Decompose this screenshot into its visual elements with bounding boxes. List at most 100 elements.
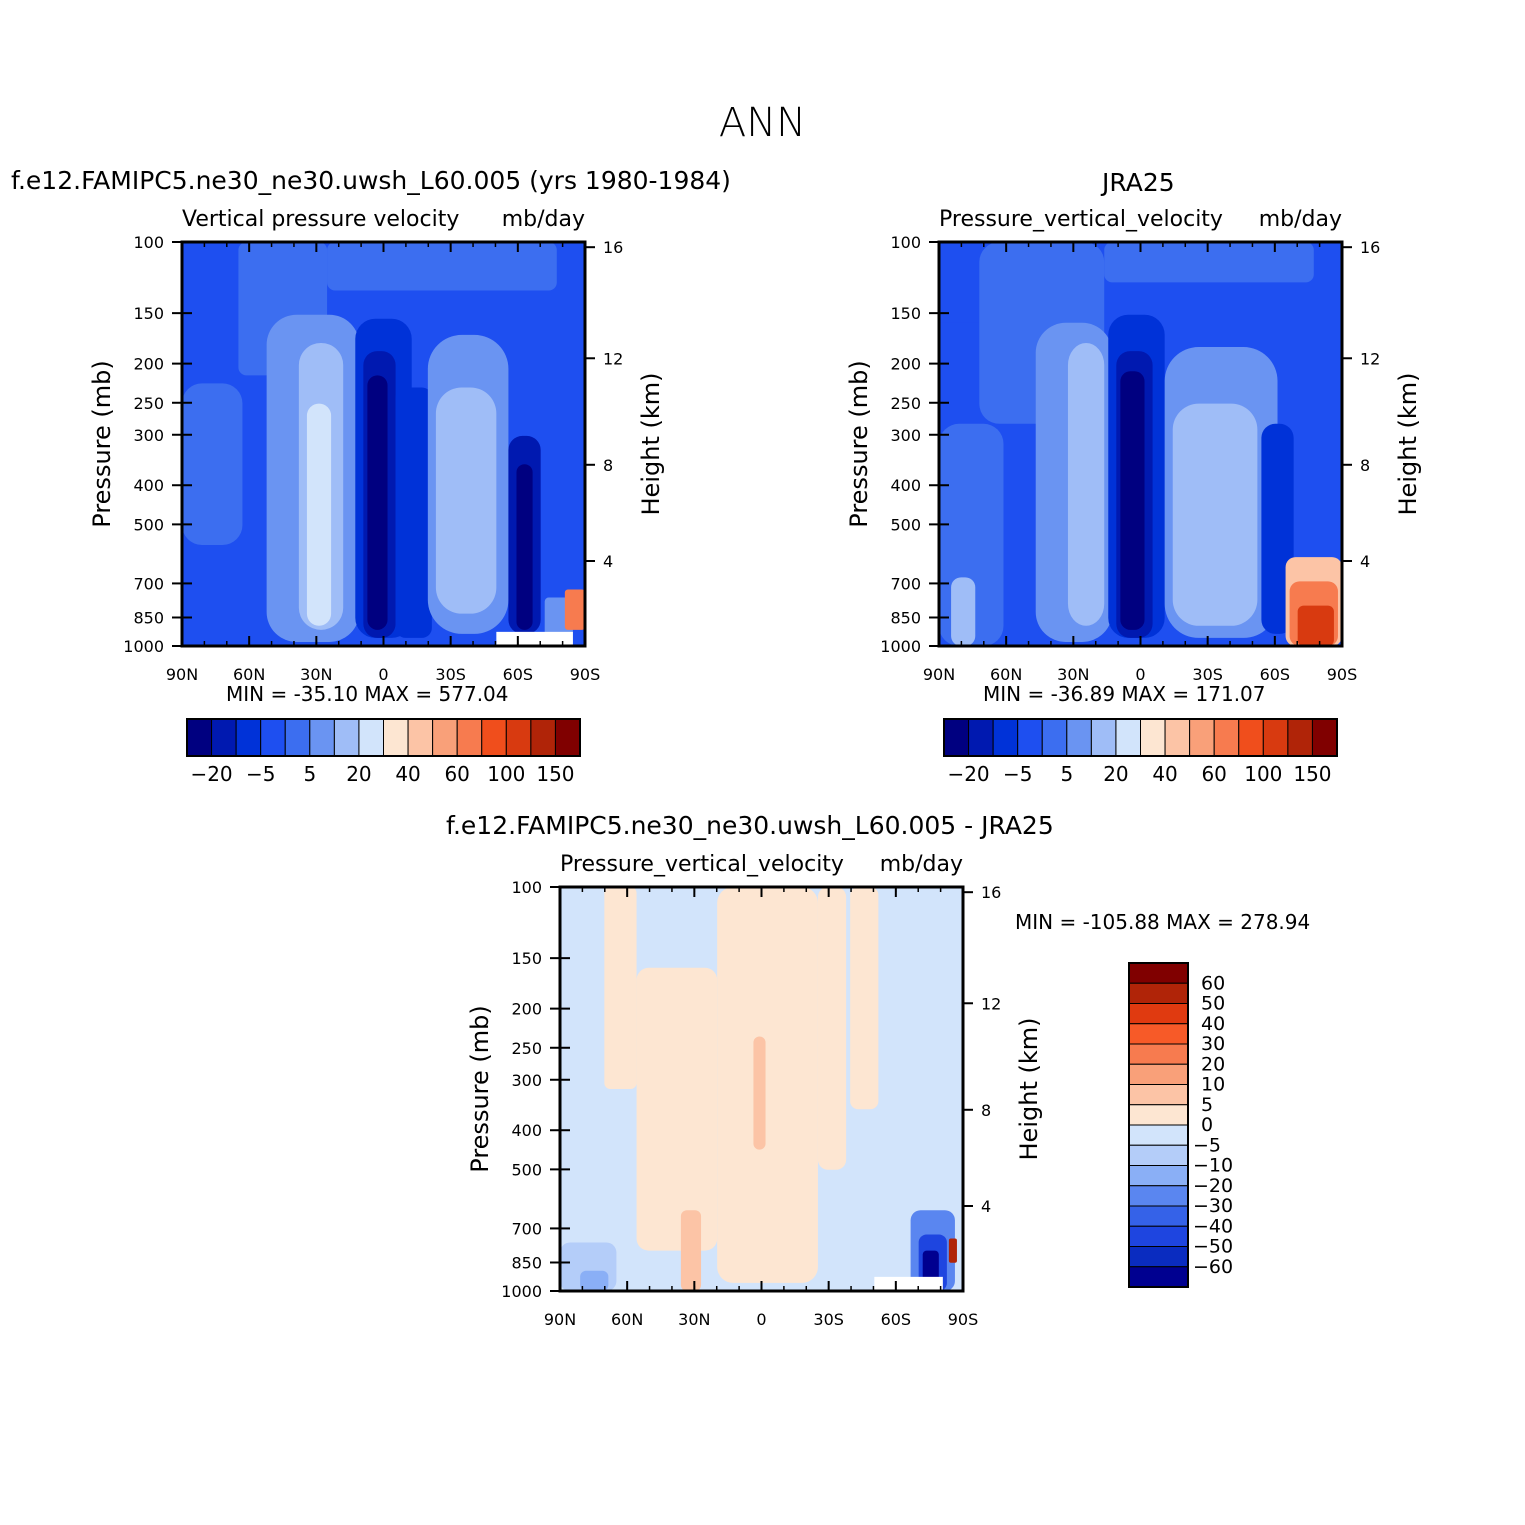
colorbar-box	[1128, 1266, 1189, 1288]
height-tick-label: 4	[1360, 552, 1370, 571]
height-tick-label: 8	[603, 456, 613, 475]
lat-tick-label: 30N	[300, 665, 332, 684]
colorbar-box	[1128, 1144, 1189, 1166]
height-tick-label: 12	[981, 994, 1001, 1013]
pressure-tick-label: 100	[133, 233, 164, 252]
pressure-tick-label: 200	[133, 355, 164, 374]
height-tick-label: 12	[1360, 349, 1380, 368]
colorbar-box	[1128, 1104, 1189, 1126]
colorbar-label: 5	[303, 762, 316, 786]
colorbar-box	[284, 718, 311, 757]
lat-tick-label: 30S	[435, 665, 466, 684]
pressure-tick-label: 1000	[123, 637, 164, 656]
colorbar-label: 5	[1201, 1094, 1213, 1116]
ylabel-right: Height (km)	[1015, 1018, 1043, 1161]
colorbar-label: −40	[1193, 1215, 1233, 1237]
pressure-tick-label: 100	[890, 233, 921, 252]
colorbar-box	[530, 718, 556, 757]
colorbar-box	[456, 718, 483, 757]
colorbar-box	[235, 718, 262, 757]
colorbar-label: 60	[444, 762, 469, 786]
panel2-contour	[1067, 343, 1105, 626]
lat-tick-label: 90N	[166, 665, 198, 684]
panel2-stats: MIN = -36.89 MAX = 171.07	[983, 682, 1266, 706]
colorbar-frame	[943, 718, 1338, 757]
panel-subtitle-right: mb/day	[1259, 207, 1342, 232]
colorbar-box	[1128, 1185, 1189, 1207]
panel3-field: 100 150 200 250 300 400 500 700 850 1000 16 12 8 4 90N…	[466, 852, 1043, 1329]
colorbar-box	[1128, 1225, 1189, 1247]
panel2-contour	[1172, 403, 1258, 626]
panel1-contour	[496, 631, 573, 646]
colorbar-box	[505, 718, 532, 757]
colorbar-box	[260, 718, 286, 757]
pressure-tick-label: 1000	[880, 637, 921, 656]
colorbar-box	[186, 718, 213, 757]
colorbar-box	[968, 718, 994, 757]
panel1-stats: MIN = -35.10 MAX = 577.04	[226, 682, 509, 706]
pressure-tick-label: 500	[133, 515, 164, 534]
colorbar-label: 40	[1201, 1013, 1225, 1035]
colorbar-label: −60	[1193, 1256, 1233, 1278]
lat-tick-label: 90S	[570, 665, 601, 684]
panel-subtitle-right: mb/day	[502, 207, 585, 232]
colorbar-label: 20	[1103, 762, 1128, 786]
colorbar-box	[1128, 1205, 1189, 1227]
pressure-tick-label: 700	[133, 574, 164, 593]
colorbar-label: 0	[1201, 1114, 1213, 1136]
colorbar-box	[383, 718, 409, 757]
colorbar-box	[1287, 718, 1313, 757]
colorbar-frame	[1128, 962, 1189, 1288]
pressure-tick-label: 150	[511, 949, 542, 968]
pressure-tick-label: 150	[890, 304, 921, 323]
panel3-contour	[874, 1276, 943, 1291]
colorbar-box	[481, 718, 507, 757]
panel-subtitle-right: mb/day	[880, 852, 963, 877]
pressure-tick-label: 250	[890, 394, 921, 413]
panel3-contour	[717, 887, 818, 1283]
colorbar-label: 40	[395, 762, 420, 786]
colorbar-box	[1128, 1246, 1189, 1268]
panel2-colorbar-boxes: −20 −5 5 20 40 60 100 150	[943, 718, 1338, 786]
colorbar-label: 30	[1201, 1033, 1225, 1055]
pressure-tick-label: 700	[890, 574, 921, 593]
colorbar-box	[309, 718, 335, 757]
pressure-tick-label: 850	[133, 608, 164, 627]
colorbar-label: −20	[1193, 1175, 1233, 1197]
colorbar-label: 150	[1293, 762, 1331, 786]
colorbar-label: −50	[1193, 1236, 1233, 1258]
pressure-tick-label: 700	[511, 1219, 542, 1238]
colorbar-box	[554, 718, 581, 757]
panel2-contour	[1120, 371, 1145, 630]
panel3-stats: MIN = -105.88 MAX = 278.94	[1015, 910, 1311, 934]
lat-tick-label: 90N	[544, 1310, 576, 1329]
panel2-contour	[951, 577, 976, 646]
height-tick-label: 4	[981, 1197, 991, 1216]
panel1-contour	[367, 375, 388, 630]
colorbar-box	[943, 718, 970, 757]
panel1-contour	[306, 403, 332, 626]
panel3-contour	[680, 1210, 702, 1291]
pressure-tick-label: 200	[511, 1000, 542, 1019]
pressure-tick-label: 250	[133, 394, 164, 413]
height-tick-label: 4	[603, 552, 613, 571]
panel-subtitle-left: Pressure_vertical_velocity	[939, 207, 1223, 232]
lat-tick-label: 30N	[1057, 665, 1089, 684]
colorbar-box	[1128, 962, 1189, 984]
height-tick-label: 16	[603, 238, 623, 257]
lat-tick-label: 90S	[1327, 665, 1358, 684]
pressure-tick-label: 850	[511, 1253, 542, 1272]
lat-tick-label: 60N	[611, 1310, 643, 1329]
colorbar-box	[1311, 718, 1338, 757]
colorbar-box	[1262, 718, 1289, 757]
colorbar-label: 50	[1201, 993, 1225, 1015]
colorbar-label: 5	[1060, 762, 1073, 786]
lat-tick-label: 60N	[990, 665, 1022, 684]
height-tick-label: 12	[603, 349, 623, 368]
colorbar-label: −10	[1193, 1155, 1233, 1177]
panel1-contour	[327, 242, 557, 291]
colorbar-label: −20	[947, 762, 989, 786]
colorbar-box	[432, 718, 458, 757]
